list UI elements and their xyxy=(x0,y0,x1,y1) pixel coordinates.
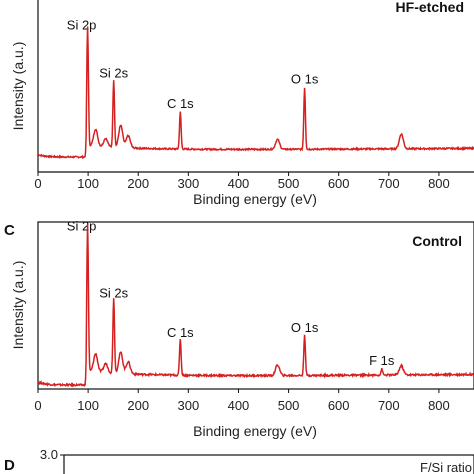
peak-label-o-1s: O 1s xyxy=(291,72,319,87)
y-axis-title-control: Intensity (a.u.) xyxy=(10,261,26,350)
x-tick-label-0: 0 xyxy=(34,398,41,413)
x-tick-label-7: 700 xyxy=(378,398,400,413)
peak-label-f-1s: F 1s xyxy=(369,353,395,368)
x-tick-label-2: 200 xyxy=(127,398,149,413)
peak-label-si-2s: Si 2s xyxy=(99,286,128,301)
x-tick-label-0: 0 xyxy=(34,176,41,191)
y-axis-title-hf: Intensity (a.u.) xyxy=(10,42,26,131)
x-tick-label-5: 500 xyxy=(278,176,300,191)
peak-labels-hf: Si 2p Si 2s C 1s O 1s xyxy=(67,18,319,111)
x-axis-title-control: Binding energy (eV) xyxy=(193,423,317,439)
panel-tag-d: D xyxy=(4,457,15,474)
x-ticks-hf: 0 100 200 300 400 500 600 700 800 xyxy=(34,172,450,191)
x-ticks-control: 0 100 200 300 400 500 600 700 800 xyxy=(34,389,450,413)
x-tick-label-3: 300 xyxy=(177,398,199,413)
sample-label-hf: HF-etched xyxy=(396,0,464,15)
x-tick-label-8: 800 xyxy=(428,176,450,191)
x-tick-label-4: 400 xyxy=(228,176,250,191)
x-axis-title-hf: Binding energy (eV) xyxy=(193,191,317,207)
peak-label-c-1s: C 1s xyxy=(167,325,194,340)
sample-label-control: Control xyxy=(412,233,462,249)
x-tick-label-6: 600 xyxy=(328,398,350,413)
plot-frame-d xyxy=(63,454,474,474)
peak-label-si-2s: Si 2s xyxy=(99,65,128,80)
panel-control: C Intensity (a.u.) Control Binding energ… xyxy=(4,219,474,439)
panel-hf-etched: Intensity (a.u.) HF-etched Binding energ… xyxy=(10,0,474,207)
x-tick-label-4: 400 xyxy=(228,398,250,413)
panel-d: 3.0 D F/Si ratio xyxy=(4,447,474,474)
x-tick-label-7: 700 xyxy=(378,176,400,191)
spectrum-line-hf xyxy=(37,26,474,160)
x-tick-label-3: 300 xyxy=(177,176,199,191)
legend-partial-d: F/Si ratio xyxy=(420,460,472,474)
peak-label-si-2p: Si 2p xyxy=(67,18,97,33)
peak-label-c-1s: C 1s xyxy=(167,96,194,111)
peak-label-si-2p: Si 2p xyxy=(67,219,97,234)
peak-label-o-1s: O 1s xyxy=(291,320,319,335)
plot-frame-control xyxy=(37,221,474,390)
x-tick-label-1: 100 xyxy=(77,398,99,413)
x-tick-label-8: 800 xyxy=(428,398,450,413)
x-tick-label-6: 600 xyxy=(328,176,350,191)
x-tick-label-5: 500 xyxy=(278,398,300,413)
panel-tag-c: C xyxy=(4,222,15,239)
y-tick-label-d-top: 3.0 xyxy=(40,447,58,462)
x-tick-label-1: 100 xyxy=(77,176,99,191)
spectrum-line-control xyxy=(37,224,474,388)
peak-labels-control: Si 2p Si 2s C 1s O 1s F 1s xyxy=(67,219,395,368)
x-tick-label-2: 200 xyxy=(127,176,149,191)
